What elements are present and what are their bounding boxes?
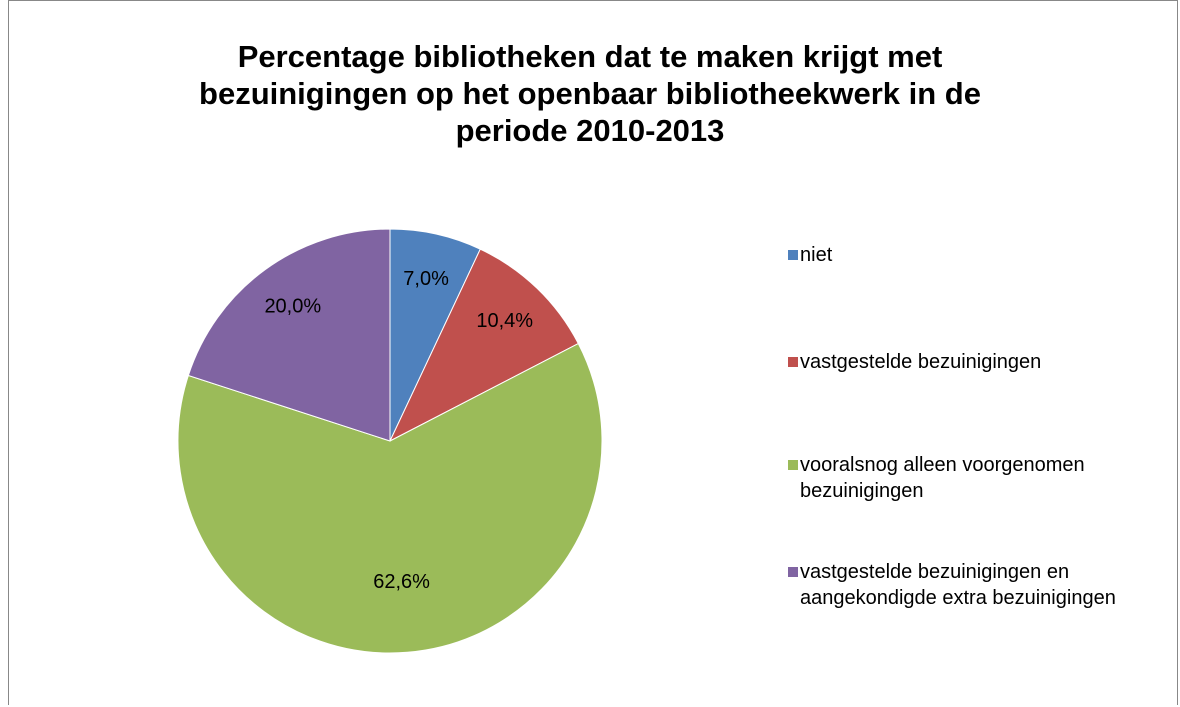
data-label: 7,0% (403, 268, 449, 290)
legend-entry: niet (788, 242, 1160, 268)
pie-slice (177, 342, 603, 654)
legend-entry: vastgestelde bezuinigingen (788, 349, 1160, 375)
legend-label: vooralsnog alleen voorgenomen bezuinigin… (800, 454, 1085, 502)
legend-swatch (788, 250, 798, 260)
legend-label: vastgestelde bezuinigingen en aangekondi… (800, 561, 1116, 609)
data-label: 62,6% (373, 571, 430, 593)
legend-label: niet (800, 244, 833, 266)
data-label: 10,4% (476, 310, 533, 332)
legend-swatch (788, 357, 798, 367)
chart-title: Percentage bibliotheken dat te maken kri… (199, 39, 981, 148)
chart-frame (8, 0, 1178, 705)
legend-entry: vastgestelde bezuinigingen en aangekondi… (788, 559, 1160, 611)
data-label: 20,0% (264, 296, 321, 318)
legend-swatch (788, 460, 798, 470)
pie-slice (187, 228, 391, 442)
legend-swatch (788, 567, 798, 577)
legend-label: vastgestelde bezuinigingen (800, 351, 1042, 373)
legend-entry: vooralsnog alleen voorgenomen bezuinigin… (788, 452, 1160, 504)
pie-slice (388, 248, 579, 443)
